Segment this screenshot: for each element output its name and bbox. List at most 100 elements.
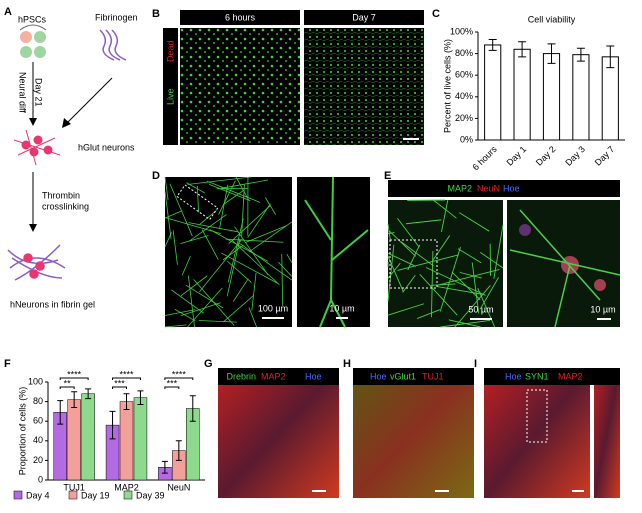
neurite: [397, 254, 459, 271]
label: Thrombin: [42, 190, 80, 200]
x-tick-label: TUJ1: [63, 482, 85, 492]
panel-letter: C: [432, 8, 440, 20]
error-bar: [85, 388, 92, 400]
neurite: [201, 229, 219, 260]
arrow-head: [62, 118, 71, 128]
error-bar: [488, 39, 497, 51]
stain-label: MAP2: [558, 371, 583, 381]
header-bar: [353, 368, 474, 385]
stain-label: TUJ1: [422, 371, 444, 381]
neurite: [387, 255, 404, 293]
scale-bar: [336, 317, 348, 319]
neurite: [164, 324, 187, 328]
neurite: [171, 289, 205, 314]
neurite: [387, 303, 425, 316]
y-tick-label: 60%: [455, 70, 473, 80]
significance-bracket: [59, 386, 75, 389]
neurite: [241, 184, 245, 238]
neurite: [278, 261, 293, 277]
inset-box: [176, 184, 219, 221]
neurite: [181, 255, 191, 276]
label: Neural diff: [18, 72, 28, 113]
header-bar: [388, 180, 620, 197]
y-tick-label: 20%: [455, 113, 473, 123]
neurite: [172, 230, 178, 265]
scale-label: 10 µm: [329, 303, 354, 313]
scale-bar: [312, 490, 326, 492]
arrow-head: [29, 118, 37, 126]
legend-swatch: [123, 490, 133, 500]
neurite: [180, 302, 221, 316]
micrograph: [353, 368, 474, 498]
neurite: [235, 176, 250, 201]
bar: [572, 54, 590, 141]
label: crosslinking: [42, 201, 89, 211]
micrograph: [165, 177, 292, 327]
neurite: [433, 199, 457, 219]
stain-label: vGlut1: [390, 371, 416, 381]
bar: [542, 53, 561, 141]
y-axis-label: Proportion of cells (%): [17, 387, 27, 476]
panel-letter: G: [204, 358, 213, 370]
significance-bracket: [164, 377, 194, 380]
neurite: [265, 197, 277, 215]
neurite: [225, 238, 284, 243]
bar: [484, 44, 502, 141]
neurite: [164, 191, 172, 239]
neurite: [174, 308, 196, 322]
neurite: [187, 287, 223, 328]
label: Day 21: [34, 78, 44, 107]
neurite: [389, 230, 416, 257]
panel-letter: I: [474, 358, 477, 370]
neurite: [281, 254, 284, 307]
significance-label: ***: [167, 378, 178, 388]
stain-label: Hoe: [503, 183, 520, 193]
neurite: [441, 199, 449, 233]
neurite: [397, 217, 420, 248]
y-tick-label: 40: [33, 435, 43, 445]
micrograph: [388, 200, 503, 327]
neurite: [405, 219, 442, 225]
y-axis-label: Percent of live cells (%): [442, 39, 452, 133]
neurite: [286, 253, 293, 264]
neurite: [493, 224, 504, 279]
significance-label: ****: [119, 369, 134, 379]
neurites: [387, 199, 504, 328]
neurite: [164, 232, 172, 247]
stain-bar: [163, 28, 178, 145]
micrograph: [218, 368, 339, 498]
x-tick-label: NeuN: [167, 482, 190, 492]
neurite: [459, 212, 490, 232]
neurite: [400, 241, 434, 267]
neurite: [244, 225, 287, 244]
neuron-icon: [13, 129, 61, 166]
error-bar: [109, 410, 116, 440]
significance-bracket: [112, 386, 127, 389]
neurite: [221, 252, 278, 284]
stain-label: Live: [165, 88, 175, 105]
neurite: [187, 176, 251, 185]
x-tick-label: 6 hours: [470, 144, 499, 173]
label: hPSCs: [18, 14, 47, 24]
neurite: [232, 278, 249, 302]
neurite: [226, 238, 241, 297]
y-tick-label: 20: [33, 455, 43, 465]
error-bar: [57, 400, 64, 425]
significance-label: ****: [172, 369, 187, 379]
neurite: [199, 210, 217, 225]
neurite: [188, 222, 238, 233]
neurite: [185, 284, 224, 309]
stain-label: Drebrin: [226, 371, 256, 381]
neurite: [457, 248, 482, 264]
neurite: [430, 250, 434, 318]
neurite: [407, 244, 421, 271]
neurite: [430, 283, 456, 286]
panel-letter: H: [343, 358, 351, 370]
neurite: [431, 235, 451, 262]
neurites: [164, 176, 293, 328]
neurite: [223, 189, 245, 205]
error-bar: [175, 440, 182, 461]
stain-label: SYN1: [525, 371, 549, 381]
neurite: [186, 182, 205, 194]
scale-bar: [262, 317, 284, 319]
